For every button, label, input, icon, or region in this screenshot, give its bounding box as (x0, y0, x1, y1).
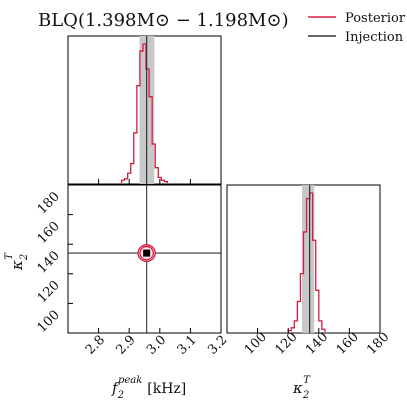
x-tick-label-f2_peak-4: 3.2 (205, 333, 230, 358)
y-tick-label-kappa2-t-0: 100 (35, 308, 63, 336)
x-tick-label-kappa2_T-1: 120 (272, 330, 300, 358)
x-tick-label-kappa2_T-2: 140 (303, 330, 331, 358)
legend-injection-label: Injection (345, 30, 404, 45)
y-tick-label-kappa2-t-1: 120 (35, 278, 63, 306)
histogram-kappa2-t (287, 192, 326, 332)
chart-title: BLQ(1.398M⊙ − 1.198M⊙) (38, 10, 289, 31)
panel-bottom-left (67, 184, 222, 334)
histogram-f2-peak (120, 43, 169, 183)
legend: Posterior Injection (308, 11, 406, 45)
y-tick-label-kappa2-t-2: 140 (35, 248, 63, 276)
y-axis-label-kappa2-t: κ2T (4, 252, 30, 271)
x-tick-label-f2_peak-2: 3.0 (144, 333, 169, 358)
legend-posterior-label: Posterior (345, 11, 406, 26)
x-tick-label-kappa2_T-4: 180 (364, 330, 392, 358)
x-tick-label-f2_peak-3: 3.1 (175, 333, 200, 358)
x-axis-label-f2-peak: f2peak[kHz] (111, 375, 186, 401)
x-tick-label-f2_peak-0: 2.8 (83, 333, 108, 358)
x-tick-label-f2_peak-1: 2.9 (113, 333, 138, 358)
y-tick-label-kappa2-t-3: 160 (35, 219, 63, 247)
x-tick-label-kappa2_T-3: 160 (334, 330, 362, 358)
credible-band-kappa2-t (301, 185, 315, 333)
x-axis-label-kappa2-t: κ2T (292, 375, 311, 401)
y-tick-label-kappa2-t-4: 180 (35, 189, 63, 217)
density-peak (143, 249, 151, 257)
x-tick-label-kappa2_T-0: 100 (242, 330, 270, 358)
